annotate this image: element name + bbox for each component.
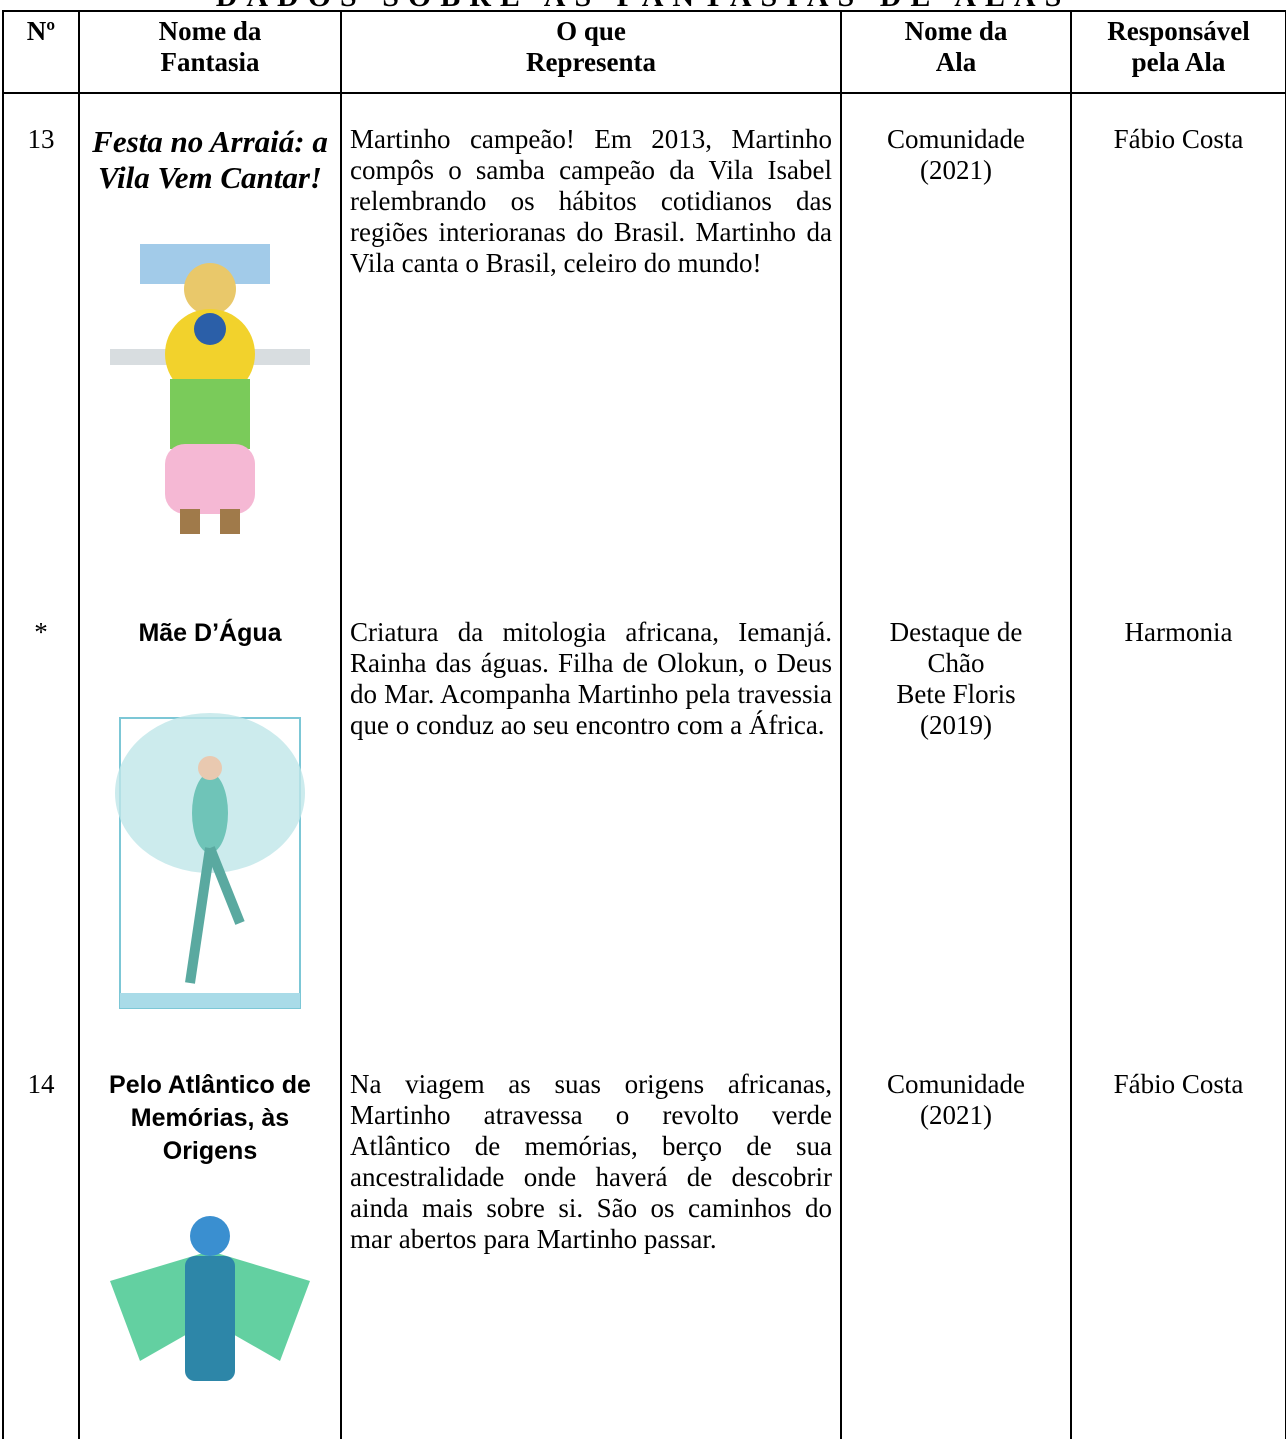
cell-name: Festa no Arraiá: a Vila Vem Cantar! — [78, 93, 342, 587]
header-row: Nº Nome da Fantasia O que Representa Nom… — [2, 10, 1286, 94]
costume-name: Pelo Atlântico de Memórias, às Origens — [109, 1071, 311, 1165]
cell-name: Pelo Atlântico de Memórias, às Origens — [78, 1039, 342, 1439]
page-title: DADOS SOBRE AS FANTASIAS DE ALAS — [0, 0, 1286, 12]
cell-wing: Comunidade (2021) — [840, 93, 1072, 587]
cell-number: 13 — [2, 93, 80, 587]
table-row: * Mãe D’Água Criatura da mitologia afric… — [2, 587, 1286, 1039]
cell-wing: Destaque de Chão Bete Floris (2019) — [840, 587, 1072, 1039]
cell-wing: Comunidade (2021) — [840, 1039, 1072, 1439]
costume-name: Mãe D’Água — [138, 619, 282, 647]
column-header: Responsável pela Ala — [1070, 10, 1286, 94]
cell-name: Mãe D’Água — [78, 587, 342, 1039]
column-header: O que Representa — [340, 10, 842, 94]
cell-description: Martinho campeão! Em 2013, Martinho comp… — [340, 93, 842, 587]
cell-responsible: Fábio Costa — [1070, 93, 1286, 587]
cell-number: 14 — [2, 1039, 80, 1439]
column-header: Nome da Ala — [840, 10, 1072, 94]
costume-name: Festa no Arraiá: a Vila Vem Cantar! — [92, 124, 328, 195]
cell-description: Criatura da mitologia africana, Iemanjá.… — [340, 587, 842, 1039]
column-header: Nº — [2, 10, 80, 94]
table-row: 13 Festa no Arraiá: a Vila Vem Cantar! M… — [2, 93, 1286, 587]
cell-responsible: Fábio Costa — [1070, 1039, 1286, 1439]
cell-description: Na viagem as suas origens africanas, Mar… — [340, 1039, 842, 1439]
cell-number: * — [2, 587, 80, 1039]
cell-responsible: Harmonia — [1070, 587, 1286, 1039]
costume-illustration — [110, 244, 310, 534]
costume-illustration — [115, 713, 305, 1009]
column-header: Nome da Fantasia — [78, 10, 342, 94]
costume-illustration — [110, 1216, 310, 1381]
table-row: 14 Pelo Atlântico de Memórias, às Origen… — [2, 1039, 1286, 1439]
costume-table: Nº Nome da Fantasia O que Representa Nom… — [2, 10, 1286, 1439]
